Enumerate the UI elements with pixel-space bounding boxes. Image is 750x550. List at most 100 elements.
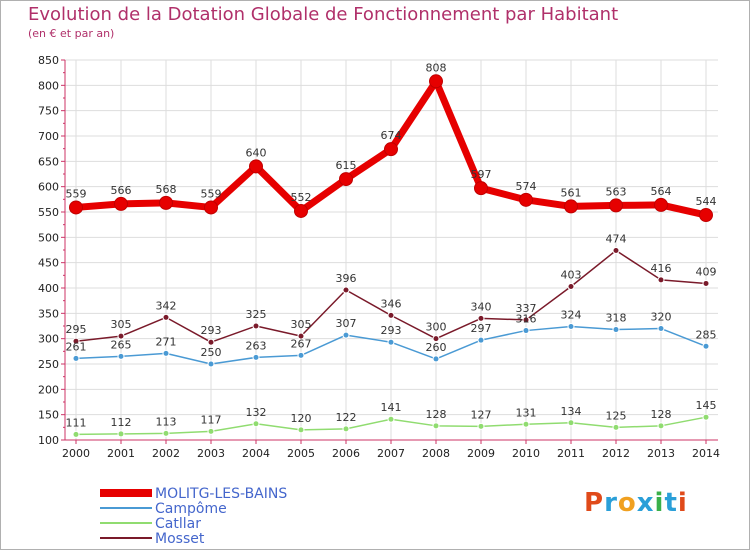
- y-tick-label: 750: [38, 105, 59, 118]
- data-point: [294, 203, 308, 218]
- data-point: [657, 422, 665, 430]
- data-point: [477, 422, 485, 430]
- y-tick-label: 550: [38, 206, 59, 219]
- data-point: [519, 192, 533, 207]
- data-point: [204, 200, 218, 215]
- data-point: [612, 247, 620, 255]
- data-label: 566: [111, 184, 132, 197]
- data-point: [432, 422, 440, 430]
- data-label: 416: [651, 262, 672, 275]
- data-label: 559: [201, 187, 222, 200]
- data-label: 122: [336, 411, 357, 424]
- logo-letter: r: [604, 488, 618, 518]
- data-label: 305: [291, 318, 312, 331]
- data-point: [207, 338, 215, 346]
- data-label: 125: [606, 409, 627, 422]
- data-label: 340: [471, 300, 492, 313]
- y-tick-label: 450: [38, 257, 59, 270]
- data-point: [612, 423, 620, 431]
- y-tick-label: 800: [38, 79, 59, 92]
- x-tick-label: 2002: [152, 447, 180, 460]
- x-tick-label: 2014: [692, 447, 720, 460]
- data-label: 615: [336, 159, 357, 172]
- data-label: 295: [66, 323, 87, 336]
- data-label: 117: [201, 413, 222, 426]
- x-tick-label: 2007: [377, 447, 405, 460]
- data-label: 325: [246, 308, 267, 321]
- data-label: 271: [156, 335, 177, 348]
- legend-label: Catllar: [155, 516, 201, 532]
- data-label: 559: [66, 187, 87, 200]
- data-point: [162, 313, 170, 321]
- data-label: 563: [606, 185, 627, 198]
- data-label: 808: [426, 61, 447, 74]
- data-point: [162, 349, 170, 357]
- data-point: [429, 74, 443, 89]
- y-tick-label: 650: [38, 155, 59, 168]
- data-label: 120: [291, 412, 312, 425]
- data-point: [297, 426, 305, 434]
- data-point: [567, 419, 575, 427]
- data-label: 260: [426, 341, 447, 354]
- x-tick-label: 2008: [422, 447, 450, 460]
- data-label: 297: [471, 322, 492, 335]
- x-tick-label: 2013: [647, 447, 675, 460]
- data-label: 318: [606, 312, 627, 325]
- data-label: 474: [606, 233, 627, 246]
- logo-letter: o: [617, 488, 637, 518]
- y-tick-label: 200: [38, 383, 59, 396]
- data-label: 564: [651, 185, 672, 198]
- data-point: [522, 327, 530, 335]
- data-label: 112: [111, 416, 132, 429]
- data-point: [207, 427, 215, 435]
- chart-subtitle: (en € et par an): [28, 27, 115, 40]
- data-point: [207, 360, 215, 368]
- data-label: 111: [66, 416, 87, 429]
- data-point: [297, 332, 305, 340]
- x-tick-label: 2011: [557, 447, 585, 460]
- data-point: [567, 282, 575, 290]
- y-tick-label: 100: [38, 434, 59, 447]
- data-label: 597: [471, 168, 492, 181]
- data-point: [432, 355, 440, 363]
- data-label: 337: [516, 302, 537, 315]
- data-label: 307: [336, 317, 357, 330]
- x-tick-label: 2003: [197, 447, 225, 460]
- data-point: [474, 181, 488, 196]
- data-label: 300: [426, 321, 447, 334]
- data-label: 320: [651, 311, 672, 324]
- data-point: [72, 354, 80, 362]
- data-point: [609, 198, 623, 213]
- data-label: 265: [111, 338, 132, 351]
- data-label: 261: [66, 340, 87, 353]
- y-tick-label: 250: [38, 358, 59, 371]
- data-label: 134: [561, 405, 582, 418]
- data-point: [72, 337, 80, 345]
- data-label: 640: [246, 146, 267, 159]
- y-tick-label: 150: [38, 409, 59, 422]
- x-tick-label: 2000: [62, 447, 90, 460]
- y-tick-label: 350: [38, 307, 59, 320]
- data-point: [384, 142, 398, 157]
- x-tick-label: 2009: [467, 447, 495, 460]
- data-point: [387, 415, 395, 423]
- data-label: 293: [381, 324, 402, 337]
- legend-label: MOLITG-LES-BAINS: [155, 486, 287, 502]
- data-point: [252, 322, 260, 330]
- data-point: [477, 336, 485, 344]
- y-tick-label: 600: [38, 181, 59, 194]
- data-label: 552: [291, 191, 312, 204]
- data-point: [522, 316, 530, 324]
- data-point: [432, 335, 440, 343]
- data-point: [522, 420, 530, 428]
- data-label: 674: [381, 129, 402, 142]
- data-point: [702, 279, 710, 287]
- data-point: [564, 199, 578, 214]
- data-label: 316: [516, 313, 537, 326]
- data-label: 403: [561, 268, 582, 281]
- x-tick-label: 2012: [602, 447, 630, 460]
- data-point: [342, 286, 350, 294]
- y-tick-label: 700: [38, 130, 59, 143]
- data-point: [117, 430, 125, 438]
- y-tick-label: 850: [38, 54, 59, 67]
